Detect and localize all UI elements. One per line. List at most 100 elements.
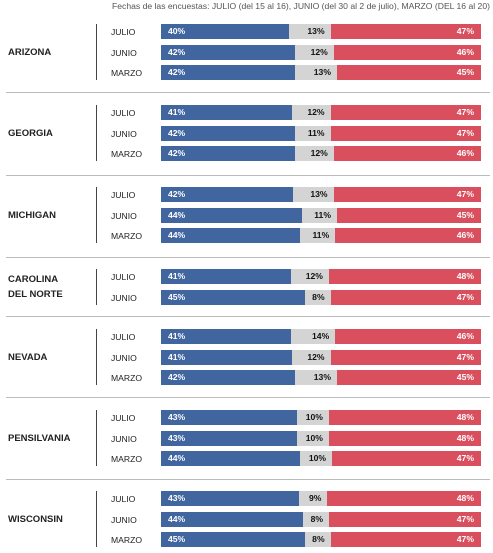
series-c-bar: 46% (333, 146, 481, 161)
state-group: WISCONSIN JULIO 43% 9% 48% JUNIO 44% 8% 47% MARZO… (0, 491, 493, 553)
state-group: PENSILVANIA JULIO 43% 10% 48% JUNIO 43% 10% 48% M… (0, 410, 493, 472)
series-a-bar: 42% (161, 146, 296, 161)
poll-row: JUNIO 43% 10% 48% (0, 431, 493, 447)
undecided-bar: 13% (295, 370, 337, 385)
series-a-bar: 42% (161, 126, 296, 141)
group-divider-line (96, 269, 97, 305)
state-label: WISCONSIN (8, 512, 63, 527)
undecided-bar: 8% (305, 532, 331, 547)
series-a-bar: 44% (161, 208, 302, 223)
row-label: MARZO (111, 535, 143, 545)
state-label-line: CAROLINA (8, 274, 59, 285)
state-label: ARIZONA (8, 45, 51, 60)
poll-row: MARZO 42% 12% 46% (0, 146, 493, 162)
poll-row: MARZO 44% 11% 46% (0, 228, 493, 244)
series-c-bar: 47% (330, 105, 481, 120)
chart-header: Fechas de las encuestas: JULIO (del 15 a… (112, 1, 490, 11)
poll-row: JULIO 42% 13% 47% (0, 187, 493, 203)
state-group: GEORGIA JULIO 41% 12% 47% JUNIO 42% 11% 47% MARZO… (0, 105, 493, 167)
poll-row: JUNIO 42% 11% 47% (0, 126, 493, 142)
series-c-bar: 46% (335, 228, 481, 243)
series-c-bar: 48% (328, 269, 481, 284)
undecided-bar: 10% (297, 410, 329, 425)
group-separator (6, 257, 490, 258)
series-a-bar: 43% (161, 410, 298, 425)
row-label: JUNIO (111, 515, 137, 525)
state-label: NEVADA (8, 350, 47, 365)
row-label: JULIO (111, 332, 136, 342)
series-a-bar: 42% (161, 187, 293, 202)
undecided-bar: 11% (295, 126, 331, 141)
undecided-bar: 12% (290, 269, 329, 284)
state-label: CAROLINA DEL NORTE (8, 272, 63, 302)
series-a-bar: 40% (161, 24, 289, 39)
series-a-bar: 43% (161, 431, 298, 446)
row-label: JULIO (111, 108, 136, 118)
state-label-line: PENSILVANIA (8, 433, 71, 444)
state-group: ARIZONA JULIO 40% 13% 47% JUNIO 42% 12% 46% MARZO… (0, 24, 493, 86)
series-c-bar: 47% (333, 187, 481, 202)
undecided-bar: 9% (298, 491, 328, 506)
series-c-bar: 47% (330, 350, 481, 365)
group-divider-line (96, 410, 97, 466)
state-label-line: WISCONSIN (8, 514, 63, 525)
group-divider-line (96, 187, 97, 243)
group-divider-line (96, 24, 97, 80)
undecided-bar: 13% (295, 65, 337, 80)
group-separator (6, 92, 490, 93)
state-label: MICHIGAN (8, 208, 56, 223)
group-separator (6, 316, 490, 317)
poll-row: JULIO 43% 9% 48% (0, 491, 493, 507)
poll-row: MARZO 42% 13% 45% (0, 370, 493, 386)
state-label: GEORGIA (8, 126, 53, 141)
series-c-bar: 47% (332, 451, 481, 466)
series-a-bar: 44% (161, 228, 301, 243)
series-c-bar: 47% (330, 24, 481, 39)
undecided-bar: 8% (305, 290, 331, 305)
series-c-bar: 48% (328, 410, 481, 425)
series-c-bar: 47% (330, 532, 481, 547)
poll-row: JUNIO 44% 11% 45% (0, 208, 493, 224)
series-c-bar: 46% (335, 329, 481, 344)
poll-row: MARZO 45% 8% 47% (0, 532, 493, 548)
series-c-bar: 45% (337, 65, 481, 80)
series-c-bar: 45% (337, 208, 481, 223)
series-a-bar: 42% (161, 65, 296, 80)
series-c-bar: 47% (330, 290, 481, 305)
row-label: JUNIO (111, 48, 137, 58)
series-a-bar: 43% (161, 491, 299, 506)
poll-row: JUNIO 44% 8% 47% (0, 512, 493, 528)
undecided-bar: 12% (295, 45, 334, 60)
state-label-line: DEL NORTE (8, 289, 63, 300)
group-separator (6, 175, 490, 176)
series-a-bar: 41% (161, 329, 291, 344)
poll-row: MARZO 44% 10% 47% (0, 451, 493, 467)
state-label-line: GEORGIA (8, 128, 53, 139)
undecided-bar: 14% (290, 329, 336, 344)
undecided-bar: 11% (300, 228, 336, 243)
poll-row: JUNIO 42% 12% 46% (0, 45, 493, 61)
series-c-bar: 48% (327, 491, 481, 506)
undecided-bar: 10% (300, 451, 333, 466)
row-label: MARZO (111, 373, 143, 383)
undecided-bar: 13% (292, 187, 334, 202)
group-separator (6, 479, 490, 480)
state-label-line: ARIZONA (8, 47, 52, 58)
row-label: JUNIO (111, 129, 137, 139)
series-a-bar: 45% (161, 532, 305, 547)
undecided-bar: 8% (303, 512, 330, 527)
series-c-bar: 47% (329, 512, 481, 527)
state-label: PENSILVANIA (8, 431, 70, 446)
row-label: JUNIO (111, 434, 137, 444)
undecided-bar: 13% (289, 24, 331, 39)
series-a-bar: 42% (161, 370, 296, 385)
row-label: JULIO (111, 272, 136, 282)
series-a-bar: 44% (161, 512, 304, 527)
state-group: MICHIGAN JULIO 42% 13% 47% JUNIO 44% 11% 45% MARZ… (0, 187, 493, 249)
series-a-bar: 41% (161, 105, 293, 120)
poll-row: JULIO 41% 12% 47% (0, 105, 493, 121)
series-c-bar: 46% (333, 45, 481, 60)
poll-row: JULIO 41% 14% 46% (0, 329, 493, 345)
poll-row: JULIO 41% 12% 48% (0, 269, 493, 285)
row-label: MARZO (111, 231, 143, 241)
